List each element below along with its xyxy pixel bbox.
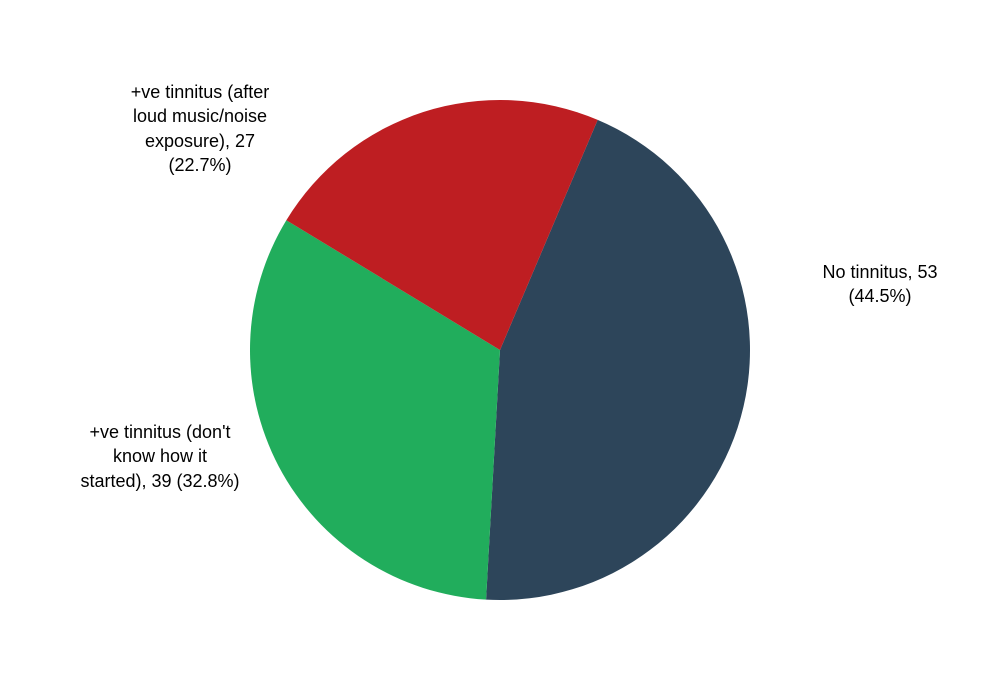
pie-chart-container: No tinnitus, 53 (44.5%) +ve tinnitus (do…: [0, 0, 986, 674]
slice-label-after-noise: +ve tinnitus (after loud music/noise exp…: [100, 80, 300, 177]
slice-label-dont-know: +ve tinnitus (don't know how it started)…: [60, 420, 260, 493]
slice-label-no-tinnitus: No tinnitus, 53 (44.5%): [790, 260, 970, 309]
